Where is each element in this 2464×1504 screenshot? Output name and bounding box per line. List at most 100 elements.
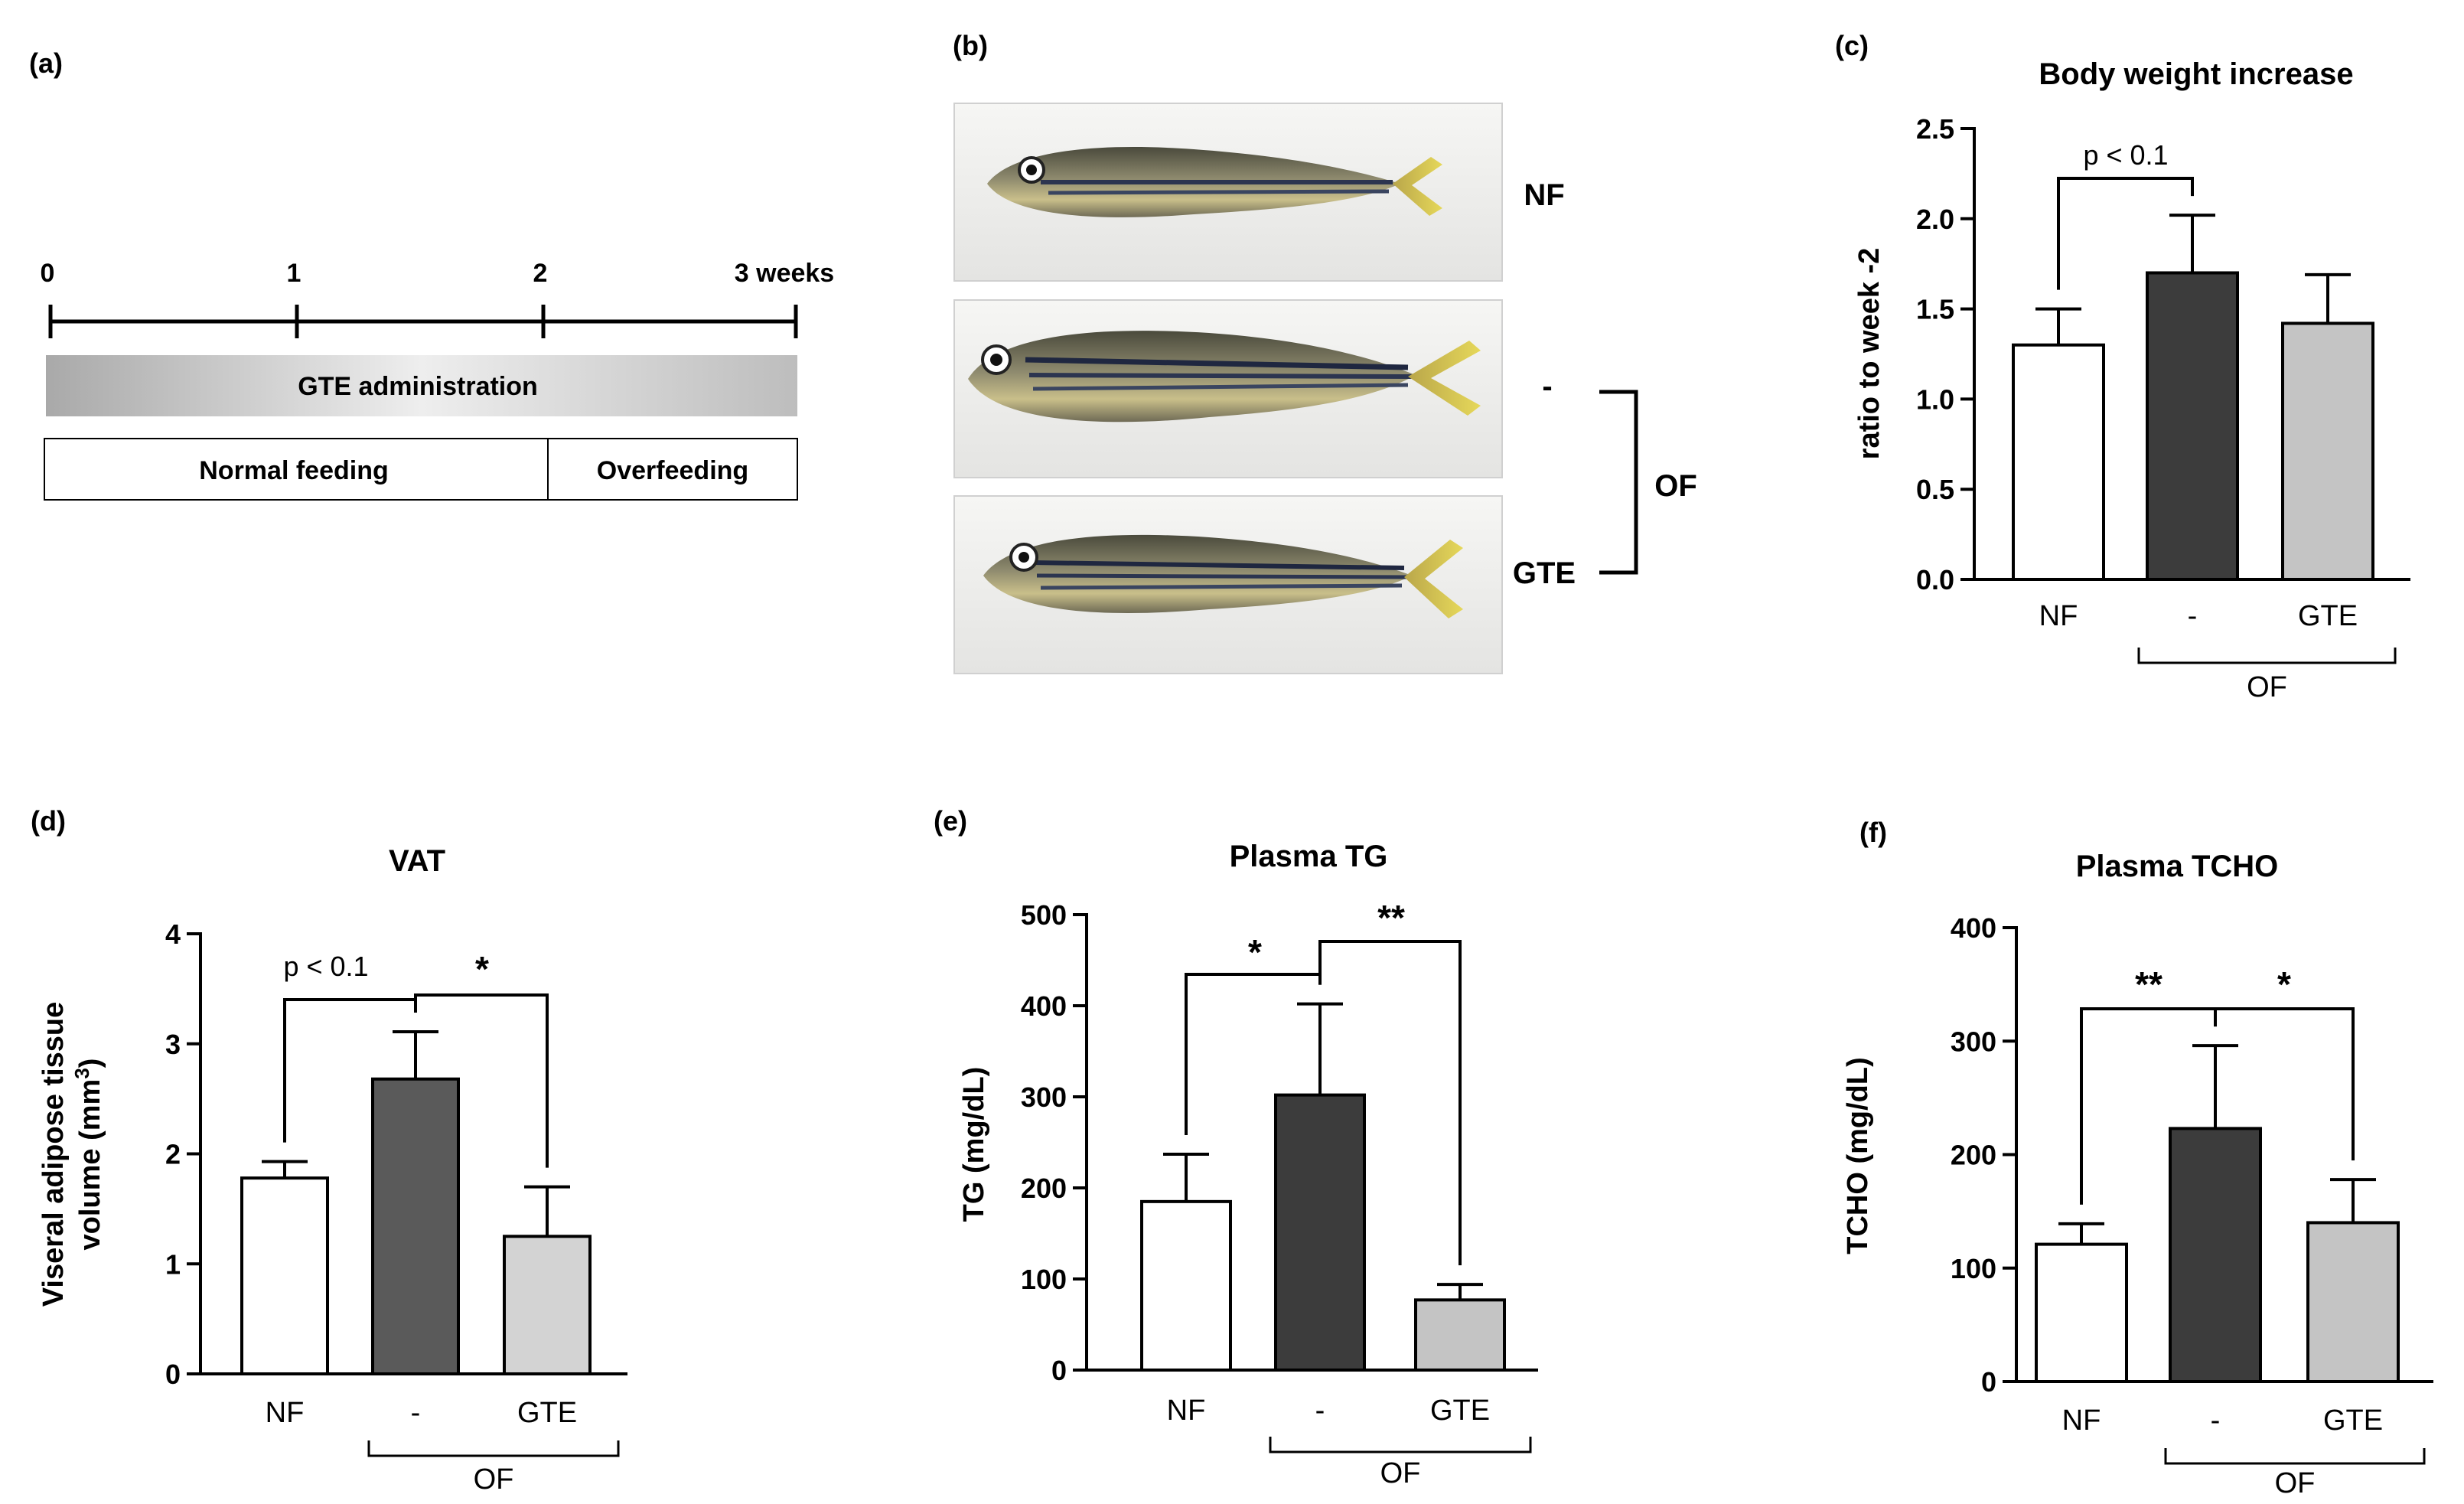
photo-label-nf: NF	[1524, 178, 1564, 212]
y-tick-label: 1	[165, 1248, 181, 1280]
fish-photos: NF - GTE OF	[953, 103, 1697, 674]
y-tick-label: 1.0	[1916, 383, 1954, 415]
y-tick-label: 100	[1021, 1264, 1067, 1295]
chart-title: Plasma TCHO	[2076, 850, 2279, 883]
y-axis-label-line2: volume (mm3)	[70, 1059, 106, 1251]
y-tick-label: 4	[165, 918, 181, 950]
fish-pupil	[1019, 552, 1029, 563]
y-tick-label: 0.0	[1916, 564, 1954, 595]
category-label: -	[2188, 600, 2198, 632]
y-axis-label-close: )	[74, 1059, 106, 1068]
chart-body-weight: Body weight increase 0.0 0.5 1.0 1.5 2.0 2.5 ra…	[1853, 57, 2410, 703]
panel-label-f: (f)	[1859, 817, 1887, 848]
chart-vat: VAT 0 1 2 3 4 Viseral adipose tissue volume (mm…	[37, 844, 627, 1496]
fish-stripe	[1032, 383, 1409, 391]
significance-bracket	[414, 993, 549, 1168]
timeline: 0 1 2 3 weeks GTE administration Normal …	[41, 259, 834, 501]
panel-label-c: (c)	[1835, 30, 1869, 61]
fish-body	[983, 534, 1412, 613]
y-axis-label: TCHO (mg/dL)	[1842, 1057, 1874, 1254]
category-label: NF	[266, 1397, 305, 1429]
y-tick-label: 300	[1021, 1082, 1067, 1113]
category-label: NF	[2062, 1404, 2101, 1437]
y-tick-label: 1.5	[1916, 294, 1954, 325]
y-tick-label: 300	[1951, 1026, 1996, 1057]
significance-bracket	[1318, 940, 1462, 1266]
bar-gte	[2281, 321, 2374, 581]
y-axis-label-line1: Viseral adipose tissue	[37, 1002, 70, 1307]
category-label: -	[2211, 1404, 2221, 1437]
bar-nf	[2012, 343, 2105, 581]
fish-photo-of	[953, 299, 1503, 478]
fish-photo-nf	[953, 103, 1503, 282]
category-label: -	[1315, 1395, 1325, 1427]
bar-of	[371, 1077, 460, 1375]
y-tick-label: 0.5	[1916, 474, 1954, 505]
bar-gte	[2306, 1221, 2400, 1383]
feeding-phase-box	[44, 438, 798, 501]
photo-label-minus: -	[1542, 370, 1552, 403]
fish-photo-gte	[953, 495, 1503, 674]
y-tick-label: 3	[165, 1029, 181, 1060]
fish-stripe	[1040, 583, 1403, 590]
category-label: GTE	[517, 1397, 577, 1429]
category-label: GTE	[1430, 1395, 1490, 1427]
fish-tail-fin	[1393, 157, 1442, 216]
group-bracket	[1269, 1437, 1532, 1453]
fish-stripe	[1025, 357, 1409, 370]
bar-of	[2146, 271, 2239, 581]
y-tick-label: 500	[1021, 899, 1067, 931]
y-tick-label: 100	[1951, 1253, 1996, 1284]
category-label: NF	[1167, 1395, 1206, 1427]
y-tick-label: 400	[1021, 990, 1067, 1022]
y-axis-label-superscript: 3	[70, 1068, 93, 1078]
group-bracket	[2164, 1448, 2426, 1465]
bar-gte	[1414, 1298, 1506, 1372]
significance-label: *	[475, 949, 489, 989]
panel-label-e: (e)	[934, 805, 967, 837]
group-bracket	[2137, 648, 2397, 664]
group-label: OF	[1380, 1457, 1421, 1489]
category-label: GTE	[2298, 600, 2358, 632]
y-tick-label: 200	[1951, 1140, 1996, 1171]
chart-plasma-tcho: Plasma TCHO 0 100 200 300 400 TCHO (mg/dL) NF - G…	[1842, 850, 2433, 1499]
bar-of	[1274, 1093, 1366, 1372]
y-tick-label: 400	[1951, 912, 1996, 944]
gte-administration-bar	[46, 355, 797, 416]
y-tick-label: 200	[1021, 1173, 1067, 1204]
chart-plasma-tg: Plasma TG 0 100 200 300 400 500 TG (mg/dL) NF - GT…	[958, 840, 1538, 1489]
panel-label-a: (a)	[29, 47, 63, 79]
significance-label: **	[1377, 898, 1405, 938]
y-tick-label: 0	[1051, 1355, 1067, 1386]
group-label: OF	[2247, 671, 2287, 703]
significance-bracket	[2057, 177, 2194, 290]
significance-label: p < 0.1	[283, 951, 368, 982]
category-label: GTE	[2323, 1404, 2383, 1437]
bar-nf	[1140, 1199, 1232, 1372]
panel-label-d: (d)	[31, 805, 66, 837]
fish-stripe	[1028, 373, 1413, 379]
y-tick-label: 0	[1981, 1366, 1996, 1398]
chart-title: Body weight increase	[2039, 57, 2353, 91]
group-label: OF	[2275, 1467, 2316, 1499]
significance-label: *	[2277, 964, 2291, 1004]
gte-administration-label: GTE administration	[298, 372, 538, 401]
overfeeding-label: Overfeeding	[597, 456, 748, 485]
fish-stripe	[1048, 189, 1390, 195]
chart-title: Plasma TG	[1230, 840, 1388, 873]
significance-label: p < 0.1	[2083, 139, 2168, 171]
fish-stripe	[1036, 573, 1407, 579]
timeline-tick-1: 1	[287, 259, 301, 288]
group-bracket	[367, 1440, 620, 1457]
y-tick-label: 0	[165, 1359, 181, 1390]
timeline-tick-2: 2	[533, 259, 548, 288]
y-axis-label: ratio to week -2	[1853, 248, 1885, 460]
bar-nf	[2035, 1242, 2128, 1384]
fish-tail-fin	[1408, 341, 1481, 416]
category-label: -	[411, 1397, 421, 1429]
timeline-tick-3: 3 weeks	[735, 259, 834, 288]
of-bracket	[1599, 390, 1638, 575]
group-label: OF	[474, 1463, 514, 1496]
category-label: NF	[2039, 600, 2078, 632]
